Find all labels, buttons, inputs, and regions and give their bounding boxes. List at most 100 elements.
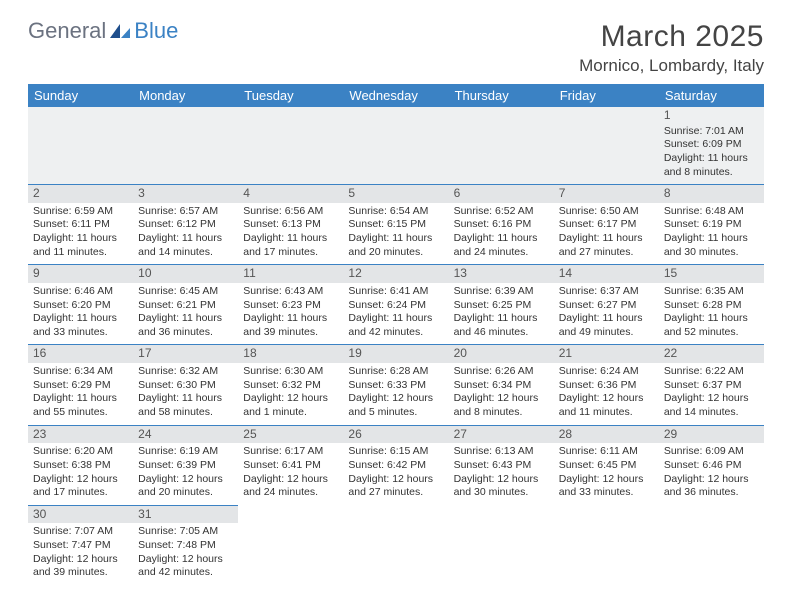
- sunrise-text: Sunrise: 6:48 AM: [664, 205, 759, 219]
- calendar-cell: 31Sunrise: 7:05 AMSunset: 7:48 PMDayligh…: [133, 505, 238, 585]
- calendar-cell: [449, 107, 554, 185]
- daylight-text: Daylight: 11 hours and 46 minutes.: [454, 312, 549, 339]
- calendar-cell: 25Sunrise: 6:17 AMSunset: 6:41 PMDayligh…: [238, 425, 343, 505]
- sunrise-text: Sunrise: 6:11 AM: [559, 445, 654, 459]
- calendar-cell: 12Sunrise: 6:41 AMSunset: 6:24 PMDayligh…: [343, 265, 448, 345]
- sunrise-text: Sunrise: 6:50 AM: [559, 205, 654, 219]
- calendar-table: Sunday Monday Tuesday Wednesday Thursday…: [28, 84, 764, 585]
- sunrise-text: Sunrise: 6:45 AM: [138, 285, 233, 299]
- day-number: 5: [343, 185, 448, 203]
- daylight-text: Daylight: 12 hours and 14 minutes.: [664, 392, 759, 419]
- day-header: Friday: [554, 84, 659, 107]
- calendar-cell: 28Sunrise: 6:11 AMSunset: 6:45 PMDayligh…: [554, 425, 659, 505]
- sunset-text: Sunset: 6:20 PM: [33, 299, 128, 313]
- day-header: Thursday: [449, 84, 554, 107]
- calendar-cell: 24Sunrise: 6:19 AMSunset: 6:39 PMDayligh…: [133, 425, 238, 505]
- sunset-text: Sunset: 6:30 PM: [138, 379, 233, 393]
- calendar-cell: 16Sunrise: 6:34 AMSunset: 6:29 PMDayligh…: [28, 345, 133, 425]
- daylight-text: Daylight: 12 hours and 42 minutes.: [138, 553, 233, 580]
- day-number: 2: [28, 185, 133, 203]
- daylight-text: Daylight: 11 hours and 24 minutes.: [454, 232, 549, 259]
- calendar-cell: 18Sunrise: 6:30 AMSunset: 6:32 PMDayligh…: [238, 345, 343, 425]
- sunset-text: Sunset: 6:36 PM: [559, 379, 654, 393]
- sunset-text: Sunset: 6:09 PM: [664, 138, 759, 152]
- daylight-text: Daylight: 12 hours and 33 minutes.: [559, 473, 654, 500]
- sunset-text: Sunset: 6:46 PM: [664, 459, 759, 473]
- calendar-cell: 21Sunrise: 6:24 AMSunset: 6:36 PMDayligh…: [554, 345, 659, 425]
- sunset-text: Sunset: 6:24 PM: [348, 299, 443, 313]
- calendar-week: 23Sunrise: 6:20 AMSunset: 6:38 PM Dayligh…: [28, 425, 764, 505]
- day-number: 18: [238, 345, 343, 363]
- daylight-text: Daylight: 11 hours and 14 minutes.: [138, 232, 233, 259]
- month-title: March 2025: [579, 20, 764, 54]
- sunset-text: Sunset: 6:38 PM: [33, 459, 128, 473]
- day-header: Monday: [133, 84, 238, 107]
- day-number: 23: [28, 426, 133, 444]
- sunset-text: Sunset: 7:48 PM: [138, 539, 233, 553]
- sunrise-text: Sunrise: 6:46 AM: [33, 285, 128, 299]
- calendar-cell: 4Sunrise: 6:56 AMSunset: 6:13 PMDaylight…: [238, 185, 343, 265]
- day-number: 9: [28, 265, 133, 283]
- daylight-text: Daylight: 12 hours and 5 minutes.: [348, 392, 443, 419]
- sunset-text: Sunset: 6:27 PM: [559, 299, 654, 313]
- day-header: Saturday: [659, 84, 764, 107]
- day-number: 10: [133, 265, 238, 283]
- sunrise-text: Sunrise: 7:01 AM: [664, 125, 759, 139]
- daylight-text: Daylight: 12 hours and 1 minute.: [243, 392, 338, 419]
- day-number: 19: [343, 345, 448, 363]
- day-number: 22: [659, 345, 764, 363]
- calendar-cell: 29Sunrise: 6:09 AMSunset: 6:46 PMDayligh…: [659, 425, 764, 505]
- calendar-cell: [449, 505, 554, 585]
- sunrise-text: Sunrise: 6:22 AM: [664, 365, 759, 379]
- sunrise-text: Sunrise: 6:20 AM: [33, 445, 128, 459]
- calendar-cell: 23Sunrise: 6:20 AMSunset: 6:38 PMDayligh…: [28, 425, 133, 505]
- calendar-cell: [554, 107, 659, 185]
- daylight-text: Daylight: 11 hours and 8 minutes.: [664, 152, 759, 179]
- sunset-text: Sunset: 7:47 PM: [33, 539, 128, 553]
- calendar-cell: [659, 505, 764, 585]
- calendar-week: 9 Sunrise: 6:46 AMSunset: 6:20 PM Daylight…: [28, 265, 764, 345]
- logo: General Blue: [28, 20, 178, 42]
- day-header-row: Sunday Monday Tuesday Wednesday Thursday…: [28, 84, 764, 107]
- daylight-text: Daylight: 11 hours and 36 minutes.: [138, 312, 233, 339]
- day-number: 7: [554, 185, 659, 203]
- sail-icon: [108, 22, 132, 40]
- daylight-text: Daylight: 12 hours and 27 minutes.: [348, 473, 443, 500]
- day-number: 29: [659, 426, 764, 444]
- sunrise-text: Sunrise: 6:09 AM: [664, 445, 759, 459]
- calendar-cell: [343, 107, 448, 185]
- daylight-text: Daylight: 12 hours and 24 minutes.: [243, 473, 338, 500]
- day-header: Sunday: [28, 84, 133, 107]
- sunrise-text: Sunrise: 6:34 AM: [33, 365, 128, 379]
- calendar-cell: 26Sunrise: 6:15 AMSunset: 6:42 PMDayligh…: [343, 425, 448, 505]
- calendar-cell: 7Sunrise: 6:50 AMSunset: 6:17 PMDaylight…: [554, 185, 659, 265]
- day-number: 27: [449, 426, 554, 444]
- title-block: March 2025 Mornico, Lombardy, Italy: [579, 20, 764, 76]
- daylight-text: Daylight: 11 hours and 11 minutes.: [33, 232, 128, 259]
- sunset-text: Sunset: 6:25 PM: [454, 299, 549, 313]
- day-number: 11: [238, 265, 343, 283]
- sunrise-text: Sunrise: 6:28 AM: [348, 365, 443, 379]
- page-header: General Blue March 2025 Mornico, Lombard…: [28, 20, 764, 76]
- sunset-text: Sunset: 6:15 PM: [348, 218, 443, 232]
- day-number: 6: [449, 185, 554, 203]
- sunset-text: Sunset: 6:32 PM: [243, 379, 338, 393]
- sunrise-text: Sunrise: 6:39 AM: [454, 285, 549, 299]
- sunset-text: Sunset: 6:42 PM: [348, 459, 443, 473]
- calendar-cell: 3Sunrise: 6:57 AMSunset: 6:12 PMDaylight…: [133, 185, 238, 265]
- sunrise-text: Sunrise: 7:07 AM: [33, 525, 128, 539]
- calendar-cell: [238, 505, 343, 585]
- sunrise-text: Sunrise: 6:19 AM: [138, 445, 233, 459]
- day-number: 13: [449, 265, 554, 283]
- sunrise-text: Sunrise: 7:05 AM: [138, 525, 233, 539]
- sunset-text: Sunset: 6:29 PM: [33, 379, 128, 393]
- sunrise-text: Sunrise: 6:43 AM: [243, 285, 338, 299]
- day-number: 30: [28, 506, 133, 524]
- calendar-cell: 11Sunrise: 6:43 AMSunset: 6:23 PMDayligh…: [238, 265, 343, 345]
- sunrise-text: Sunrise: 6:41 AM: [348, 285, 443, 299]
- day-number: 16: [28, 345, 133, 363]
- calendar-cell: [554, 505, 659, 585]
- sunset-text: Sunset: 6:19 PM: [664, 218, 759, 232]
- day-number: 4: [238, 185, 343, 203]
- daylight-text: Daylight: 12 hours and 20 minutes.: [138, 473, 233, 500]
